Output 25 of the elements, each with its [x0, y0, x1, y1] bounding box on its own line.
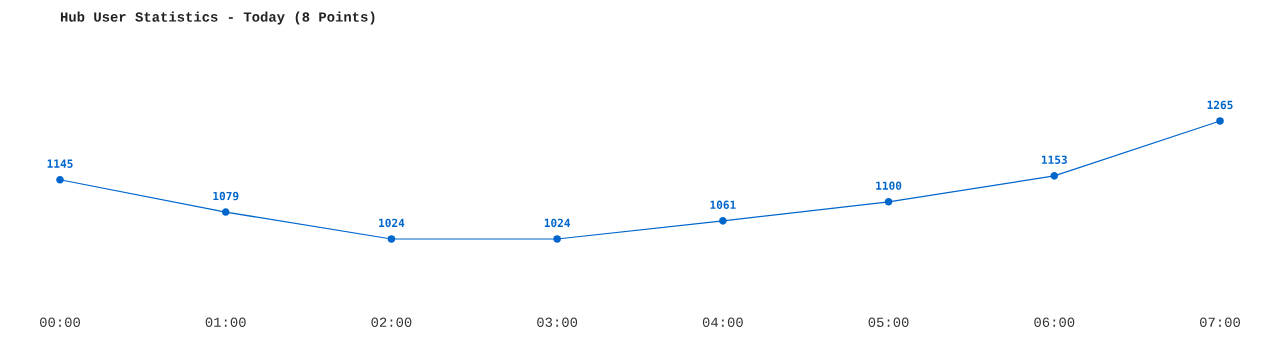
x-tick-label: 03:00 [537, 317, 578, 327]
data-label: 1100 [876, 181, 902, 190]
data-label: 1079 [213, 191, 239, 201]
x-tick-label: 00:00 [40, 317, 80, 327]
data-label: 1145 [47, 159, 73, 168]
point [56, 175, 64, 184]
x-tick-label: 04:00 [702, 317, 743, 327]
x-tick-label: 01:00 [205, 317, 246, 327]
point [553, 235, 561, 243]
x-tick-label: 02:00 [371, 317, 412, 327]
data-label: 1265 [1207, 100, 1233, 110]
x-tick-label: 06:00 [1034, 317, 1075, 327]
data-label: 1061 [710, 200, 736, 210]
data-label: 1024 [544, 218, 571, 228]
point [884, 197, 893, 206]
x-tick-label: 07:00 [1200, 317, 1240, 327]
point [719, 217, 727, 225]
x-tick-label: 05:00 [868, 317, 909, 327]
data-label: 1153 [1041, 155, 1067, 164]
chart-title: Hub User Statistics - Today (8 Points) [60, 11, 375, 25]
point [1216, 117, 1224, 125]
point [1050, 172, 1059, 180]
data-label: 1024 [379, 218, 405, 228]
point [387, 235, 396, 243]
point [221, 208, 230, 216]
